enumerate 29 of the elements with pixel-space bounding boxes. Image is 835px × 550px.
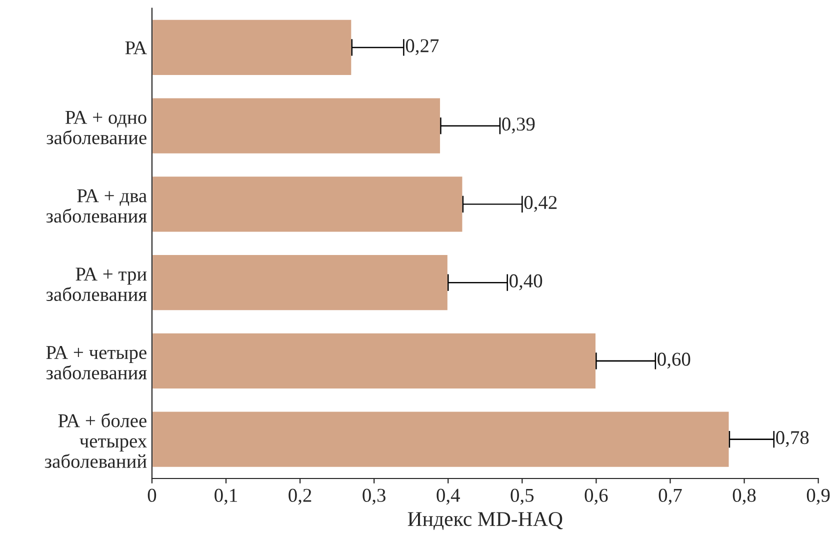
x-tick-label: 0,5: [510, 488, 534, 505]
data-label: 0,60: [658, 352, 690, 369]
bar: [152, 175, 464, 234]
x-tick-label: 0,3: [362, 488, 386, 505]
y-tick-label: РА + более четырех заболеваний: [44, 413, 147, 468]
x-tick-label: 0,8: [732, 488, 756, 505]
x-tick-label: 0,7: [658, 488, 682, 505]
x-tick-label: 0,4: [436, 488, 460, 505]
x-tick-label: 0: [148, 488, 156, 502]
data-label: 0,78: [776, 431, 809, 447]
y-tick-label: РА: [125, 41, 147, 54]
data-label: 0,42: [524, 196, 557, 212]
bar: [152, 410, 730, 468]
data-label: 0,27: [406, 39, 439, 56]
bar: [152, 18, 353, 76]
bar: [152, 96, 442, 155]
bar: [152, 332, 597, 390]
data-label: 0,39: [502, 118, 535, 134]
x-tick-label: 0,2: [288, 488, 312, 505]
x-tick-label: 0,9: [806, 488, 830, 505]
x-tick-label: 0,6: [584, 488, 608, 505]
y-tick-label: РА + два заболевания: [46, 189, 147, 223]
x-axis-title: Индекс MD-HAQ: [408, 512, 563, 530]
y-tick-label: РА + четыре заболевания: [46, 346, 147, 380]
y-tick-label: РА + три заболевания: [46, 268, 147, 302]
bar: [152, 254, 449, 312]
data-label: 0,40: [510, 274, 542, 290]
x-tick-label: 0,1: [214, 488, 237, 505]
y-tick-label: РА + одно заболевание: [46, 110, 146, 144]
